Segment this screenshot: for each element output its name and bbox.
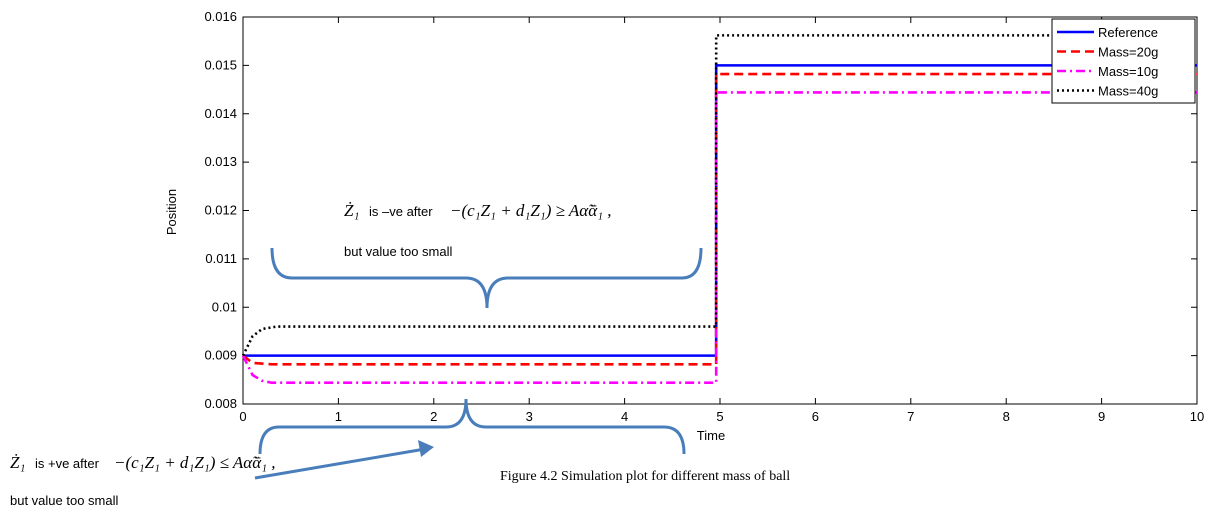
x-tick-label: 9 — [1098, 409, 1105, 424]
axis-ticks: 0 1 2 3 4 5 6 7 8 9 10 0.008 0.009 0.01 0.011 0.012 0.01… — [204, 9, 1204, 424]
annotation-arrow — [254, 447, 426, 480]
y-tick-label: 0.016 — [204, 9, 237, 24]
legend-label: Mass=10g — [1098, 64, 1158, 79]
series-line-mass-10g — [241, 91, 1197, 385]
legend-label: Mass=40g — [1098, 84, 1158, 99]
y-tick-label: 0.009 — [204, 348, 237, 363]
y-tick-label: 0.012 — [204, 203, 237, 218]
upper-symbol: Ż₁ — [344, 201, 359, 220]
legend-label: Reference — [1098, 25, 1158, 40]
lower-prefix: is +ve after — [35, 456, 100, 471]
lower-symbol: Ż₁ — [10, 453, 25, 472]
x-tick-label: 10 — [1190, 409, 1204, 424]
legend-label: Mass=20g — [1098, 45, 1158, 60]
upper-brace — [270, 247, 703, 309]
series-line-mass-40g — [241, 34, 1197, 357]
x-tick-label: 2 — [430, 409, 437, 424]
lower-note: but value too small — [10, 493, 119, 508]
upper-prefix: is –ve after — [369, 204, 433, 219]
lower-brace — [258, 398, 686, 455]
data-series — [241, 34, 1197, 385]
figure-caption: Figure 4.2 Simulation plot for different… — [500, 469, 790, 484]
x-tick-label: 4 — [621, 409, 628, 424]
upper-formula: −(c₁Z₁ + d₁Z₁) ≥ Aα̃ᾱ₁ , — [450, 201, 612, 220]
plot-area — [242, 16, 1198, 405]
x-tick-label: 5 — [716, 409, 723, 424]
x-tick-label: 1 — [335, 409, 342, 424]
series-line-mass-20g — [242, 72, 1197, 366]
y-tick-label: 0.013 — [204, 154, 237, 169]
lower-formula: −(c₁Z₁ + d₁Z₁) ≤ Aα̃ᾱ₁ , — [114, 453, 276, 472]
upper-note: but value too small — [344, 244, 453, 259]
y-tick-label: 0.01 — [212, 299, 237, 314]
y-tick-label: 0.011 — [205, 251, 237, 266]
y-tick-label: 0.008 — [204, 396, 237, 411]
annotation-arrowhead — [418, 440, 434, 457]
x-tick-label: 0 — [239, 409, 246, 424]
y-tick-label: 0.015 — [204, 57, 237, 72]
legend: Reference Mass=20g Mass=10g Mass=40g — [1051, 18, 1196, 104]
x-tick-label: 8 — [1003, 409, 1010, 424]
y-tick-label: 0.014 — [204, 106, 237, 121]
x-tick-label: 7 — [907, 409, 914, 424]
x-axis-label: Time — [697, 428, 725, 443]
x-tick-label: 3 — [526, 409, 533, 424]
x-tick-label: 6 — [812, 409, 819, 424]
y-axis-label: Position — [164, 189, 179, 235]
